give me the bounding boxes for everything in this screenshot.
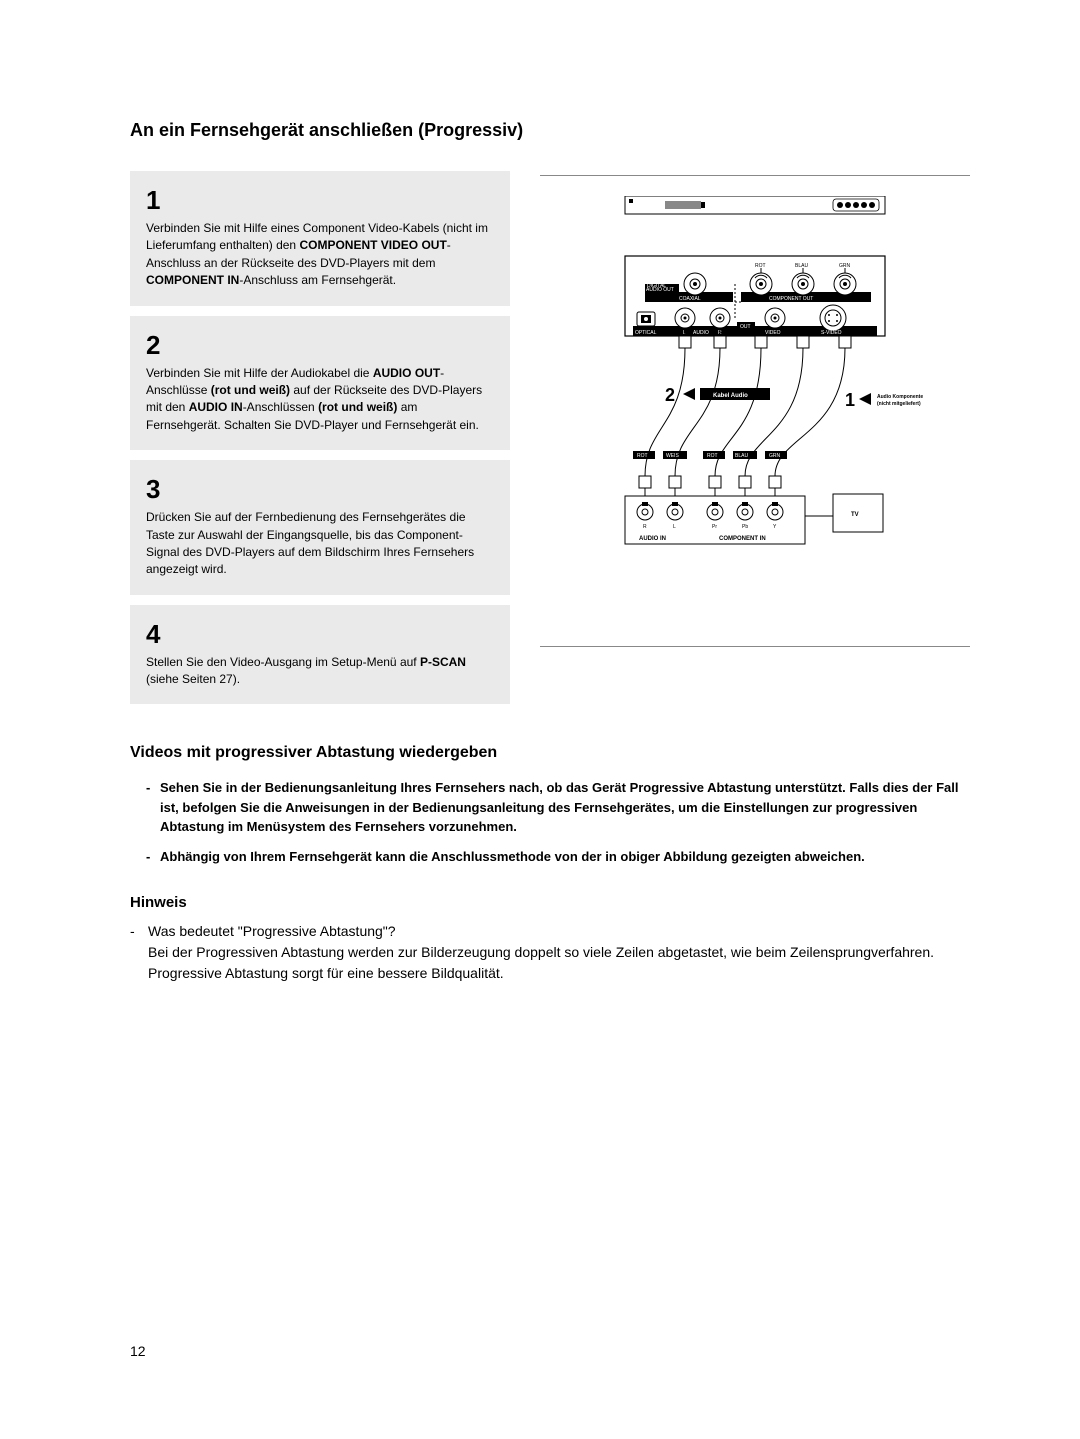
audio-cable-icon	[639, 328, 726, 496]
label-pb: Pb	[742, 524, 748, 530]
label-audio-komp-2: (nicht mitgeliefert)	[877, 401, 921, 407]
subtitle: Videos mit progressiver Abtastung wieder…	[130, 744, 970, 762]
label-blau2: BLAU	[735, 453, 748, 459]
label-grn2: GRN	[769, 453, 781, 459]
label-out: OUT	[740, 324, 751, 330]
step1-callout-icon: 1 Audio Komponente (nicht mitgeliefert)	[845, 390, 923, 410]
label-svideo: S-VIDEO	[821, 330, 842, 336]
step-body: Verbinden Sie mit Hilfe der Audiokabel d…	[146, 365, 494, 435]
label-rot2: ROT	[637, 453, 648, 459]
page-number: 12	[130, 1343, 146, 1359]
step-body: Drücken Sie auf der Fernbedienung des Fe…	[146, 509, 494, 579]
label-audio-in: AUDIO IN	[639, 536, 666, 542]
list-item: Abhängig von Ihrem Fernsehgerät kann die…	[160, 847, 970, 867]
step1-number: 1	[845, 390, 855, 410]
bullet-list: Sehen Sie in der Bedienungsanleitung Ihr…	[130, 778, 970, 866]
label-weis: WEIS	[666, 453, 679, 459]
label-l2: L	[673, 524, 676, 530]
audio-plug-labels: ROT WEIS	[633, 451, 687, 459]
label-kabel-audio: Kabel Audio	[713, 393, 748, 399]
component-plug-labels: ROT BLAU GRN	[703, 451, 787, 459]
hinweis-heading: Hinweis	[130, 894, 970, 911]
label-audio-komp-1: Audio Komponente	[877, 394, 923, 400]
step-4: 4 Stellen Sie den Video-Ausgang im Setup…	[130, 605, 510, 705]
label-audio-out: AUDIO OUT	[646, 287, 674, 293]
step2-number: 2	[665, 385, 675, 405]
hinweis-body: - Was bedeutet "Progressive Abtastung"? …	[130, 921, 970, 984]
step-body: Stellen Sie den Video-Ausgang im Setup-M…	[146, 654, 494, 689]
diagram-top-rule	[540, 175, 970, 176]
label-component-out: COMPONENT OUT	[769, 296, 813, 302]
hinweis-question: Was bedeutet "Progressive Abtastung"?	[148, 923, 396, 939]
step-2: 2 Verbinden Sie mit Hilfe der Audiokabel…	[130, 316, 510, 451]
step-number: 2	[146, 330, 494, 361]
tv-panel-icon: R L AUDIO IN Pr Pb Y COMPONENT IN TV	[625, 494, 883, 544]
diagram-svg: DIGITAL AUDIO OUT COAXIAL COMPONENT OUT …	[545, 196, 965, 626]
label-rot: ROT	[755, 263, 766, 269]
label-coaxial: COAXIAL	[679, 296, 701, 302]
label-video: VIDEO	[765, 330, 781, 336]
label-component-in: COMPONENT IN	[719, 536, 766, 542]
connection-diagram: DIGITAL AUDIO OUT COAXIAL COMPONENT OUT …	[540, 171, 970, 714]
step-1: 1 Verbinden Sie mit Hilfe eines Componen…	[130, 171, 510, 306]
label-rot3: ROT	[707, 453, 718, 459]
hinweis-answer: Bei der Progressiven Abtastung werden zu…	[148, 944, 934, 981]
step-body: Verbinden Sie mit Hilfe eines Component …	[146, 220, 494, 290]
dvd-player-icon	[625, 196, 885, 214]
step-3: 3 Drücken Sie auf der Fernbedienung des …	[130, 460, 510, 595]
page-title: An ein Fernsehgerät anschließen (Progres…	[130, 120, 970, 141]
steps-column: 1 Verbinden Sie mit Hilfe eines Componen…	[130, 171, 510, 714]
diagram-bottom-rule	[540, 646, 970, 647]
list-item: Sehen Sie in der Bedienungsanleitung Ihr…	[160, 778, 970, 837]
label-audio: AUDIO	[693, 330, 709, 336]
component-cable-icon	[709, 328, 851, 496]
label-optical: OPTICAL	[635, 330, 657, 336]
label-tv: TV	[851, 512, 859, 518]
dvd-rear-panel-icon: DIGITAL AUDIO OUT COAXIAL COMPONENT OUT …	[625, 256, 885, 336]
label-r2: R	[643, 524, 647, 530]
step-number: 1	[146, 185, 494, 216]
label-blau: BLAU	[795, 263, 808, 269]
label-pr: Pr	[712, 524, 717, 530]
step-number: 3	[146, 474, 494, 505]
dash-icon: -	[130, 921, 135, 942]
step-number: 4	[146, 619, 494, 650]
